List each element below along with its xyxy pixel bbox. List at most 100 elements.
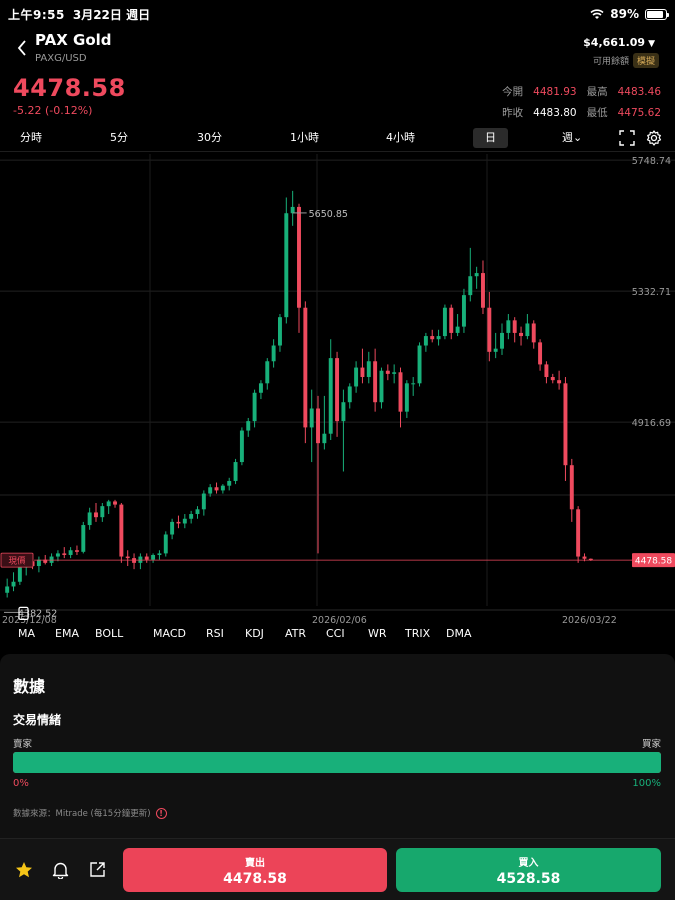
candlestick-chart[interactable]: 5748.74 5332.71 4916.69 2025/12/08 2026/02/0…: [0, 154, 675, 626]
high-value: 4483.46: [617, 85, 661, 98]
indicator-rsi[interactable]: RSI: [206, 627, 224, 640]
current-price: 4478.58: [13, 74, 126, 102]
battery-fill: [647, 10, 664, 18]
current-price-tag-right: [632, 553, 675, 568]
indicator-ema[interactable]: EMA: [55, 627, 79, 640]
gear-icon[interactable]: [646, 130, 662, 146]
bottom-bar: 賣出 4478.58 買入 4528.58: [0, 838, 675, 900]
sentiment-labels: 賣家 買家: [13, 736, 661, 750]
account-balance[interactable]: $4,661.09 ▼: [583, 36, 655, 49]
indicator-atr[interactable]: ATR: [285, 627, 307, 640]
clipboard-icon: [18, 606, 29, 621]
candle-body: [239, 430, 244, 463]
candle-body: [347, 386, 352, 403]
indicator-dma[interactable]: DMA: [446, 627, 472, 640]
chevron-left-icon[interactable]: [14, 38, 30, 58]
candle-body: [404, 383, 409, 412]
candle-body: [290, 206, 295, 214]
status-time: 上午9:55: [8, 7, 65, 22]
candle-body: [411, 383, 416, 385]
tab-interval-day[interactable]: 日: [473, 128, 508, 148]
candle-body: [151, 554, 156, 560]
candle-body: [233, 462, 238, 481]
candle-body: [309, 408, 314, 428]
candle-body: [506, 320, 511, 333]
indicator-ma[interactable]: MA: [18, 627, 36, 640]
indicator-cci[interactable]: CCI: [326, 627, 345, 640]
indicator-wr[interactable]: WR: [368, 627, 387, 640]
candle-body: [341, 402, 346, 422]
instrument-symbol: PAXG/USD: [35, 53, 87, 64]
info-icon[interactable]: !: [155, 807, 167, 819]
candle-body: [531, 323, 536, 343]
candle-body: [62, 553, 67, 555]
candle-body: [284, 213, 289, 318]
candle-body: [500, 332, 504, 349]
candle-body: [436, 336, 441, 340]
candle-body: [138, 556, 143, 563]
candle-body: [449, 307, 454, 333]
candle-body: [119, 504, 124, 557]
candle-body: [588, 558, 593, 561]
buy-button-price: 4528.58: [496, 871, 561, 887]
buy-button[interactable]: 買入 4528.58: [396, 848, 661, 892]
candle-body: [144, 556, 149, 560]
candle-body: [455, 326, 460, 333]
high-label: 最高: [586, 86, 608, 98]
prev-close-label: 昨收: [502, 107, 524, 119]
candle-body: [385, 370, 390, 374]
header: PAX Gold PAXG/USD $4,661.09 ▼ 可用餘額 模擬: [0, 28, 675, 70]
candle-body: [328, 358, 333, 434]
indicator-macd[interactable]: MACD: [153, 627, 186, 640]
sentiment-title: 交易情緒: [13, 713, 62, 727]
min-marker-label: 4382.52: [18, 608, 57, 619]
candle-body: [392, 372, 397, 374]
bell-icon[interactable]: [52, 861, 69, 879]
sentiment-buy-fill: [13, 752, 661, 773]
candle-body: [258, 383, 263, 393]
sell-button[interactable]: 賣出 4478.58: [123, 848, 387, 892]
candle-body: [170, 521, 175, 535]
available-label: 可用餘額: [592, 57, 629, 67]
data-source-text: 數據來源：Mitrade (每15分鐘更新): [13, 809, 151, 819]
current-price-tag-left: [0, 552, 34, 568]
tab-interval-4h[interactable]: 4小時: [386, 131, 415, 144]
candle-body: [100, 506, 105, 518]
tab-interval-tick[interactable]: 分時: [20, 131, 42, 144]
price-chart[interactable]: 5748.74 5332.71 4916.69 2025/12/08 2026/02/0…: [0, 154, 675, 626]
tab-interval-30m[interactable]: 30分: [197, 131, 222, 144]
candle-body: [11, 581, 16, 587]
candle-body: [398, 372, 403, 412]
tab-interval-5m[interactable]: 5分: [110, 131, 128, 144]
indicator-trix[interactable]: TRIX: [405, 627, 431, 640]
x-tick-label: 2026/02/06: [312, 615, 367, 624]
tab-interval-week[interactable]: 週⌄: [562, 131, 583, 144]
candle-body: [208, 487, 213, 494]
battery-percent: 89%: [610, 7, 639, 21]
star-icon[interactable]: [15, 861, 33, 879]
candle-body: [163, 534, 168, 554]
indicator-boll[interactable]: BOLL: [95, 627, 124, 640]
candle-body: [335, 358, 340, 422]
status-right: 89%: [590, 7, 669, 21]
candle-body: [481, 273, 485, 308]
indicator-kdj[interactable]: KDJ: [245, 627, 264, 640]
sentiment-percent: 0% 100%: [13, 778, 661, 789]
candle-body: [430, 336, 435, 340]
candle-body: [538, 342, 543, 365]
share-icon[interactable]: [89, 861, 106, 878]
candle-body: [214, 487, 219, 491]
stats-panel: 數據 交易情緒 賣家 買家 0% 100% 數據來源：Mitrade (每15分…: [0, 654, 675, 840]
candle-body: [550, 377, 555, 381]
tab-interval-1h[interactable]: 1小時: [290, 131, 319, 144]
low-value: 4475.62: [617, 106, 661, 119]
candle-body: [423, 336, 428, 346]
buyer-label: 買家: [641, 739, 661, 750]
candle-body: [68, 550, 73, 555]
candle-body: [74, 550, 79, 552]
status-date: 3月22日 週日: [72, 7, 151, 22]
candle-body: [81, 525, 86, 552]
candle-body: [43, 559, 48, 563]
fullscreen-icon[interactable]: [619, 130, 635, 146]
candle-body: [316, 408, 320, 444]
